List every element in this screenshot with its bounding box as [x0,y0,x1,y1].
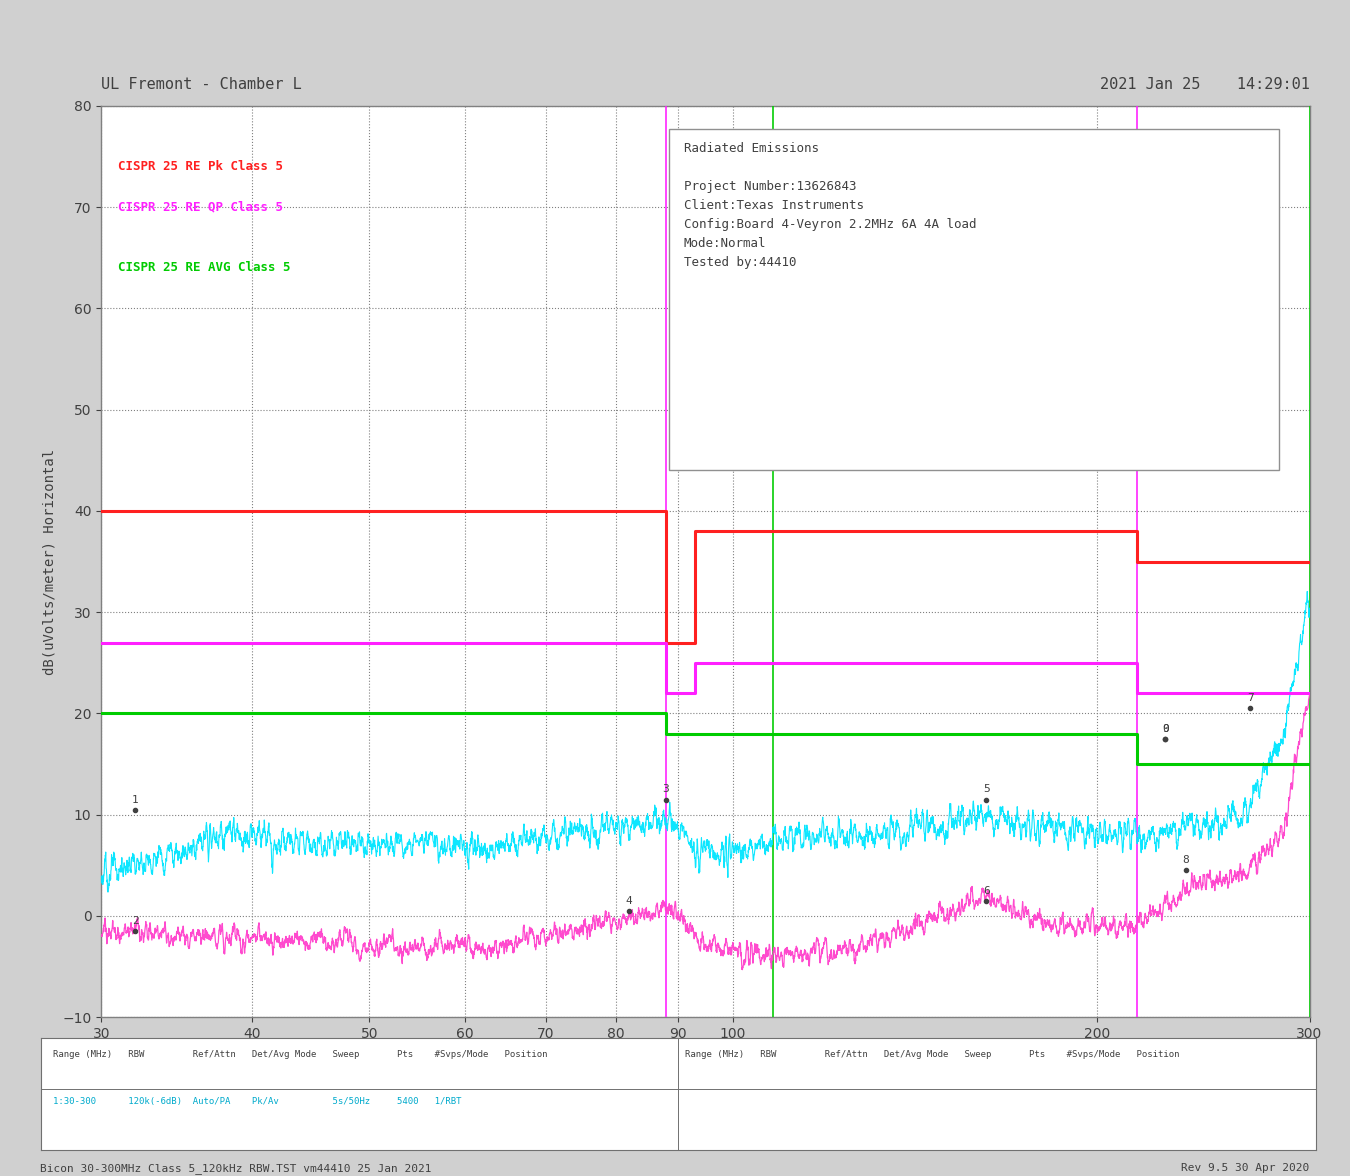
Text: Range (MHz)   RBW         Ref/Attn   Det/Avg Mode   Sweep       Pts    #Svps/Mod: Range (MHz) RBW Ref/Attn Det/Avg Mode Sw… [53,1050,548,1058]
Text: 2: 2 [132,916,139,927]
Text: CISPR 25 RE Pk Class 5: CISPR 25 RE Pk Class 5 [119,160,284,173]
Text: CISPR 25 RE QP Class 5: CISPR 25 RE QP Class 5 [119,201,284,214]
Text: 7: 7 [1247,694,1254,703]
Text: 0: 0 [1162,723,1169,734]
Text: Bicon 30-300MHz Class 5_120kHz RBW.TST vm44410 25 Jan 2021: Bicon 30-300MHz Class 5_120kHz RBW.TST v… [40,1163,432,1174]
Text: 8: 8 [1183,855,1189,866]
Text: 6: 6 [983,886,990,896]
X-axis label: Frequency (MHz): Frequency (MHz) [630,1047,780,1064]
Y-axis label: dB(uVolts/meter) Horizontal: dB(uVolts/meter) Horizontal [43,448,57,675]
Text: 3: 3 [663,784,670,795]
Text: UL Fremont - Chamber L: UL Fremont - Chamber L [101,76,302,92]
Text: 2021 Jan 25    14:29:01: 2021 Jan 25 14:29:01 [1100,76,1310,92]
Text: 5: 5 [983,784,990,795]
Text: 1: 1 [132,795,139,804]
Text: Rev 9.5 30 Apr 2020: Rev 9.5 30 Apr 2020 [1181,1163,1310,1174]
Text: CISPR 25 RE AVG Class 5: CISPR 25 RE AVG Class 5 [119,261,292,274]
Text: 1:30-300      120k(-6dB)  Auto/PA    Pk/Av          5s/50Hz     5400   1/RBT: 1:30-300 120k(-6dB) Auto/PA Pk/Av 5s/50H… [53,1096,462,1105]
Text: 9: 9 [1162,723,1169,734]
Text: Radiated Emissions

Project Number:13626843
Client:Texas Instruments
Config:Boar: Radiated Emissions Project Number:136268… [683,142,976,269]
Text: 4: 4 [625,896,632,906]
FancyBboxPatch shape [670,128,1280,470]
Text: Range (MHz)   RBW         Ref/Attn   Det/Avg Mode   Sweep       Pts    #Svps/Mod: Range (MHz) RBW Ref/Attn Det/Avg Mode Sw… [684,1050,1180,1058]
